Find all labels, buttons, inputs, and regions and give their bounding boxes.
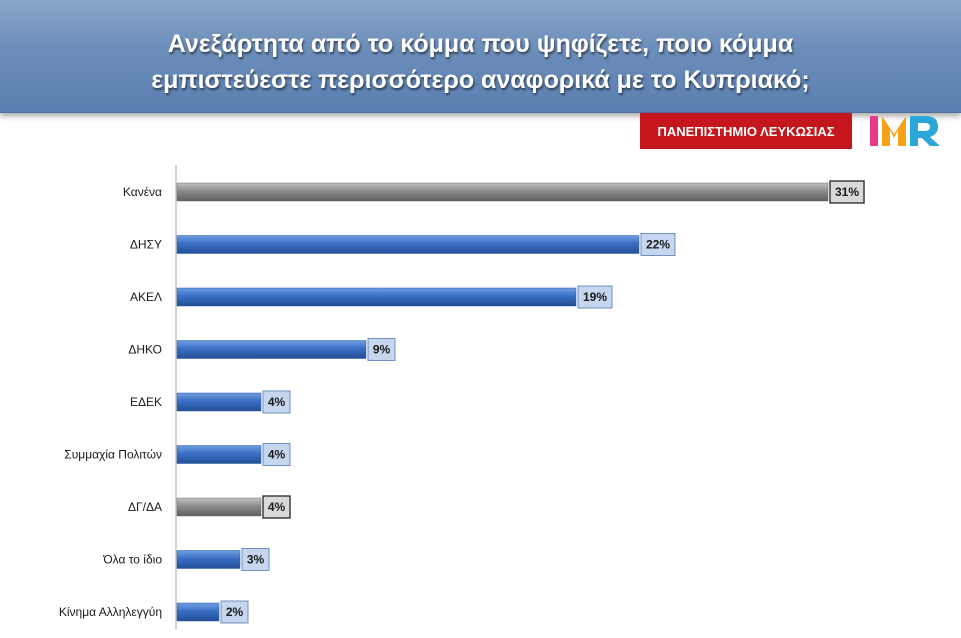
category-label: ΕΔΕΚ — [130, 395, 162, 409]
value-label-box — [220, 600, 249, 624]
value-label: 2% — [226, 605, 244, 619]
value-label: 4% — [268, 448, 286, 462]
bar — [176, 392, 262, 412]
title-line-1: Ανεξάρτητα από το κόμμα που ψηφίζετε, πο… — [167, 30, 794, 58]
value-label: 22% — [646, 238, 670, 252]
bar — [176, 497, 262, 517]
category-label: Όλα το ίδιο — [102, 553, 162, 567]
bar — [176, 182, 829, 202]
category-label: Συμμαχία Πολιτών — [64, 448, 162, 462]
value-label-box — [577, 285, 613, 309]
value-label: 31% — [835, 185, 859, 199]
value-label-box — [262, 443, 291, 466]
value-label: 4% — [268, 395, 286, 409]
value-label-box — [829, 180, 865, 204]
value-label: 3% — [247, 553, 265, 567]
category-label: ΔΗΚΟ — [128, 343, 162, 357]
title-line-2: εμπιστεύεστε περισσότερο αναφορικά με το… — [151, 66, 810, 94]
category-label: ΔΓ/ΔΑ — [128, 500, 162, 514]
category-label: ΑΚΕΛ — [130, 290, 162, 304]
bar — [176, 445, 262, 464]
page-title: Ανεξάρτητα από το κόμμα που ψηφίζετε, πο… — [60, 26, 901, 98]
value-label-box — [367, 338, 396, 361]
value-label-box — [241, 548, 270, 571]
category-label: Κανένα — [123, 185, 162, 199]
value-label: 4% — [268, 500, 286, 514]
bars-group: Κανένα 31% ΔΗΣΥ 22% ΑΚΕΛ 19% ΔΗΚΟ 9% ΕΔΕΚ 4% Συμμα… — [59, 180, 865, 624]
university-logo-text: ΠΑΝΕΠΙΣΤΗΜΙΟ ΛΕΥΚΩΣΙΑΣ — [657, 123, 835, 139]
imr-logo — [870, 116, 940, 146]
bar — [176, 602, 220, 622]
bar — [176, 550, 241, 569]
value-label: 19% — [583, 290, 607, 304]
bar — [176, 235, 640, 254]
value-label: 9% — [373, 343, 391, 357]
value-label-box — [262, 495, 291, 519]
university-logo: ΠΑΝΕΠΙΣΤΗΜΙΟ ΛΕΥΚΩΣΙΑΣ — [640, 113, 852, 149]
category-label: ΔΗΣΥ — [130, 238, 162, 252]
value-label-box — [640, 233, 676, 256]
value-label-box — [262, 390, 291, 414]
bar — [176, 340, 367, 359]
header-banner: Ανεξάρτητα από το κόμμα που ψηφίζετε, πο… — [0, 0, 961, 113]
category-label: Κίνημα Αλληλεγγύη — [59, 605, 162, 619]
bar — [176, 287, 577, 307]
